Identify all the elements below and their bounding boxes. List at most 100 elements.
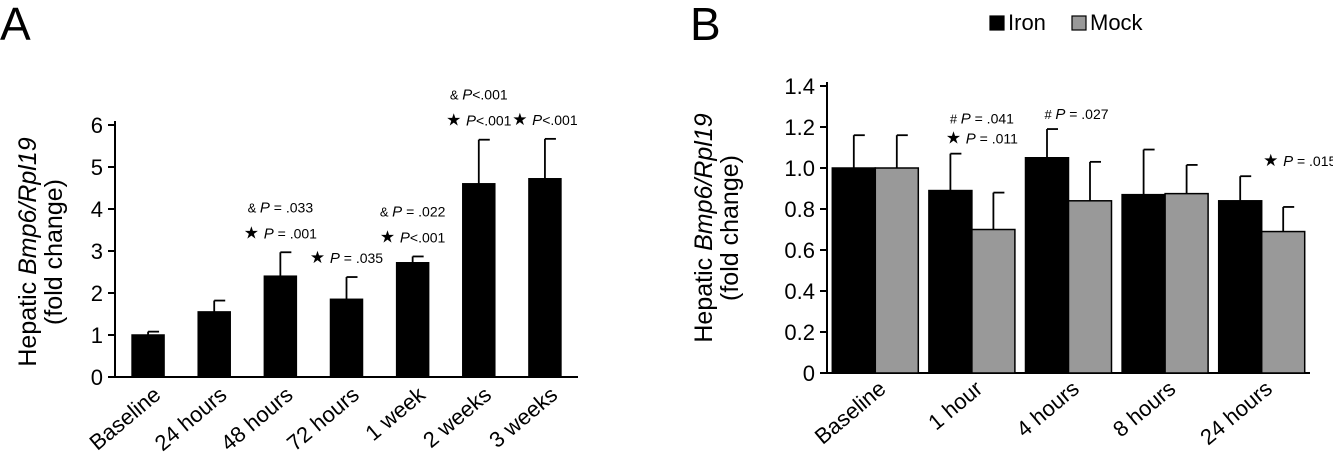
- bar-value-72-hours: [329, 298, 364, 378]
- significance-symbol: &: [450, 88, 462, 103]
- x-tick-label-24-hours: 24 hours: [150, 382, 232, 456]
- y-tick-label: 1.2: [784, 115, 815, 140]
- bar-value-24-hours: [197, 311, 231, 378]
- y-tick-label: 0.8: [784, 197, 815, 222]
- bar-mock-4-hours: [1067, 200, 1113, 374]
- p-letter: P: [392, 203, 402, 220]
- bar-iron-baseline: [831, 167, 877, 374]
- p-letter: P: [330, 250, 340, 267]
- bar-value-2-weeks: [462, 183, 496, 378]
- significance-annotation: # P = .027: [1044, 106, 1108, 123]
- y-tick-label: 0.2: [784, 320, 815, 345]
- bar-value-1-week: [395, 262, 430, 378]
- chart-panel-a: 0 1 2 3 4 5 6 Hepatic Bmp6/Rpl19(fold change) Ba…: [14, 87, 578, 456]
- p-value: = .027: [1065, 106, 1108, 122]
- legend-label-mock: Mock: [1090, 10, 1144, 35]
- significance-symbol: #: [1044, 107, 1055, 122]
- x-tick-label-3-weeks: 3 weeks: [484, 382, 562, 453]
- significance-annotation: ★ P<.001: [380, 227, 446, 246]
- chart-panel-b: 0 0.2 0.4 0.6 0.8 1.0 1.2 1.4 Hepatic Bmp6/Rpl19…: [690, 10, 1333, 450]
- significance-symbol: ★: [512, 110, 532, 129]
- significance-annotation: ★ P = .011: [946, 129, 1018, 148]
- bar-mock-baseline: [874, 167, 920, 374]
- legend-swatch-iron: [989, 15, 1005, 31]
- x-tick-label-1-hour: 1 hour: [923, 376, 987, 435]
- y-axis-title-line1: Hepatic Bmp6/Rpl19: [690, 113, 718, 342]
- significance-annotation: ★ P = .015: [1263, 151, 1333, 170]
- p-letter: P: [400, 229, 410, 246]
- significance-symbol: ★: [380, 227, 400, 246]
- significance-symbol: ★: [1263, 151, 1283, 170]
- significance-symbol: #: [950, 112, 961, 127]
- p-value: = .033: [270, 199, 313, 215]
- p-value: <.001: [472, 87, 508, 103]
- y-tick-label: 3: [91, 239, 103, 264]
- bar-iron-4-hours: [1024, 157, 1070, 374]
- legend-swatch-mock: [1071, 15, 1087, 31]
- significance-annotation: # P = .041: [950, 111, 1014, 128]
- y-tick-label: 4: [91, 197, 103, 222]
- significance-annotation: ★ P = .035: [310, 248, 383, 267]
- bar-iron-24-hours: [1217, 200, 1263, 374]
- significance-symbol: ★: [310, 248, 330, 267]
- y-axis-title-prefix: Hepatic: [690, 251, 718, 343]
- significance-symbol: ★: [244, 223, 264, 242]
- p-value: = .022: [402, 203, 445, 219]
- significance-annotation: & P = .033: [248, 199, 314, 216]
- p-value: = .041: [971, 111, 1014, 127]
- y-axis-title: Hepatic Bmp6/Rpl19(fold change): [14, 137, 68, 366]
- y-tick-label: 0.6: [784, 238, 815, 263]
- p-value: = .001: [274, 225, 317, 241]
- bar-mock-8-hours: [1164, 192, 1209, 374]
- x-tick-label-24-hours: 24 hours: [1195, 376, 1277, 450]
- p-letter: P: [1055, 106, 1065, 123]
- y-tick-label: 1: [91, 323, 103, 348]
- y-axis-title-line2: (fold change): [40, 179, 68, 325]
- significance-annotation: ★ P<.001: [446, 111, 512, 130]
- bar-value-3-weeks: [528, 178, 562, 378]
- y-tick-label: 0.4: [784, 279, 815, 304]
- p-value: = .015: [1293, 153, 1333, 169]
- panel-letter-a: A: [0, 0, 31, 50]
- y-axis-title-prefix: Hepatic: [14, 275, 42, 367]
- p-letter: P: [532, 112, 542, 129]
- significance-symbol: &: [380, 204, 392, 219]
- p-letter: P: [966, 131, 976, 148]
- p-letter: P: [1283, 153, 1293, 170]
- p-value: <.001: [542, 112, 578, 128]
- p-value: = .035: [340, 250, 383, 266]
- p-letter: P: [260, 199, 270, 216]
- bar-mock-24-hours: [1260, 230, 1306, 374]
- bar-iron-1-hour: [928, 189, 973, 374]
- y-axis-title: Hepatic Bmp6/Rpl19(fold change): [690, 113, 744, 342]
- legend-label-iron: Iron: [1008, 10, 1046, 35]
- x-tick-label-72-hours: 72 hours: [282, 382, 364, 456]
- p-value: <.001: [410, 229, 446, 245]
- y-tick-label: 5: [91, 155, 103, 180]
- y-axis-title-line1: Hepatic Bmp6/Rpl19: [14, 137, 42, 366]
- x-tick-label-48-hours: 48 hours: [216, 382, 298, 456]
- p-value: = .011: [976, 131, 1018, 147]
- bar-mock-1-hour: [971, 228, 1016, 374]
- p-letter: P: [466, 113, 476, 130]
- y-axis-title-line2: (fold change): [716, 155, 744, 301]
- p-letter: P: [264, 225, 274, 242]
- x-tick-label-baseline: Baseline: [85, 382, 166, 455]
- y-axis-title-gene: Bmp6/Rpl19: [690, 113, 718, 251]
- significance-annotation: ★ P<.001: [512, 110, 578, 129]
- y-tick-label: 1.4: [784, 74, 815, 99]
- significance-annotation: & P<.001: [450, 87, 508, 104]
- x-tick-label-2-weeks: 2 weeks: [418, 382, 496, 453]
- p-value: <.001: [476, 113, 512, 129]
- y-tick-label: 0: [803, 361, 815, 386]
- y-tick-label: 1.0: [784, 156, 815, 181]
- significance-annotation: & P = .022: [380, 203, 446, 220]
- y-axis-title-gene: Bmp6/Rpl19: [14, 137, 42, 275]
- p-letter: P: [961, 111, 971, 128]
- bar-value-48-hours: [263, 275, 298, 378]
- p-letter: P: [462, 87, 472, 104]
- y-tick-label: 2: [91, 281, 103, 306]
- x-tick-label-8-hours: 8 hours: [1108, 376, 1180, 442]
- significance-annotation: ★ P = .001: [244, 223, 317, 242]
